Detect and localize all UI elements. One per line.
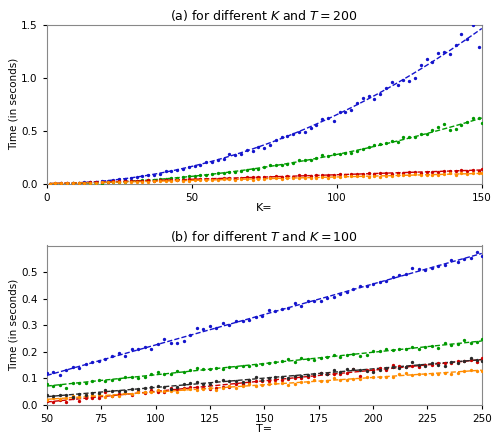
X-axis label: T=: T=: [256, 424, 272, 434]
X-axis label: K=: K=: [256, 203, 272, 213]
Y-axis label: Time (in seconds): Time (in seconds): [8, 58, 18, 150]
Title: (a) for different $K$ and $T = 200$: (a) for different $K$ and $T = 200$: [170, 8, 358, 23]
Title: (b) for different $T$ and $K = 100$: (b) for different $T$ and $K = 100$: [170, 229, 358, 244]
Y-axis label: Time (in seconds): Time (in seconds): [8, 279, 18, 371]
